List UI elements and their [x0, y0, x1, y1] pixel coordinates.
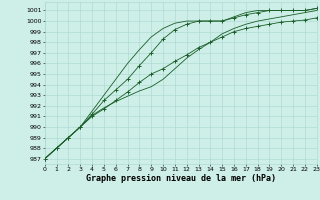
X-axis label: Graphe pression niveau de la mer (hPa): Graphe pression niveau de la mer (hPa)	[86, 174, 276, 183]
